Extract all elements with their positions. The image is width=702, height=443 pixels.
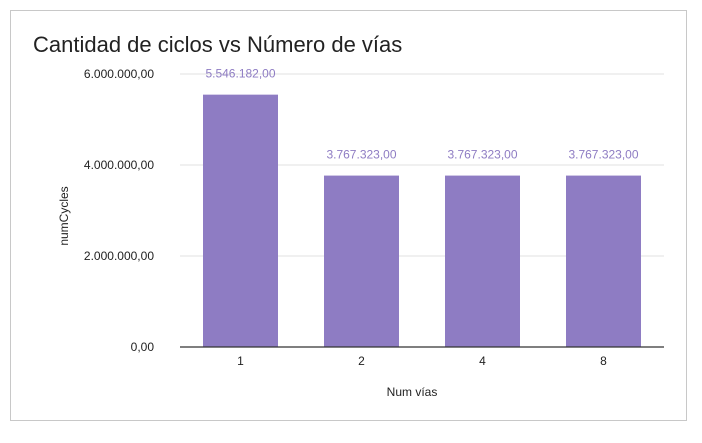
data-label: 3.767.323,00 [326, 148, 396, 162]
y-tick-label: 6.000.000,00 [84, 67, 154, 81]
y-tick-label: 4.000.000,00 [84, 158, 154, 172]
x-axis-ticks: 1 2 4 8 [237, 354, 607, 368]
data-label: 5.546.182,00 [205, 67, 275, 81]
data-label: 3.767.323,00 [568, 148, 638, 162]
x-tick-label: 4 [479, 354, 486, 368]
x-axis-title: Num vías [387, 385, 438, 399]
y-axis-title: numCycles [57, 186, 71, 245]
bars [203, 94, 641, 348]
bar-1 [203, 94, 278, 348]
x-tick-label: 8 [600, 354, 607, 368]
data-label: 3.767.323,00 [447, 148, 517, 162]
x-tick-label: 2 [358, 354, 365, 368]
data-labels: 5.546.182,00 3.767.323,00 3.767.323,00 3.76… [205, 67, 638, 162]
bar-4 [445, 175, 520, 347]
bar-2 [324, 175, 399, 347]
y-axis-ticks: 0,00 2.000.000,00 4.000.000,00 6.000.000,00 [84, 67, 154, 354]
x-tick-label: 1 [237, 354, 244, 368]
chart-title: Cantidad de ciclos vs Número de vías [33, 32, 402, 57]
y-tick-label: 0,00 [131, 340, 155, 354]
bar-8 [566, 175, 641, 347]
y-tick-label: 2.000.000,00 [84, 249, 154, 263]
